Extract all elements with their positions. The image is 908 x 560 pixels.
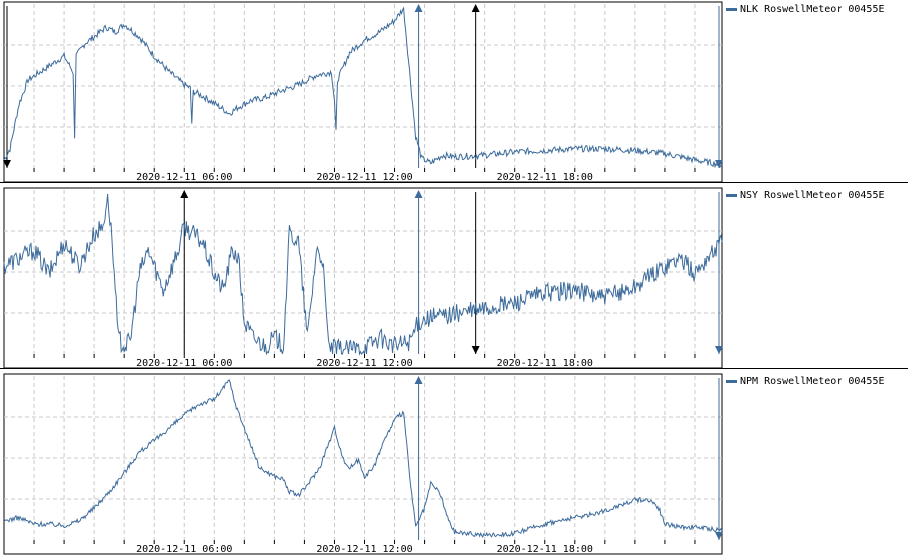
npm-marker-arrow-0 [414,376,423,384]
npm-legend: NPM RoswellMeteor 00455E [726,376,885,387]
nlk-xtick-label-2: 2020-12-11 18:00 [497,172,593,183]
nlk-legend-swatch [726,8,737,11]
nsy-plot-frame [3,187,723,369]
npm-marker-arrow-1 [714,532,723,540]
nlk-xtick-label-0: 2020-12-11 06:00 [136,172,232,183]
nsy-series-line [3,193,723,356]
nsy-legend-swatch [726,194,737,197]
nlk-legend: NLK RoswellMeteor 00455E [726,4,885,15]
npm-xtick-label-0: 2020-12-11 06:00 [136,544,232,555]
nlk-plot-frame [3,1,723,183]
npm-xtick-label-2: 2020-12-11 18:00 [497,544,593,555]
npm-legend-swatch [726,380,737,383]
nsy-xtick-label-1: 2020-12-11 12:00 [316,358,412,369]
nlk-legend-label: NLK RoswellMeteor 00455E [740,4,885,15]
nsy-chart-panel: 2020-12-11 06:00 2020-12-11 12:00 2020-12-… [0,186,908,372]
nlk-series-line [3,6,723,169]
nlk-chart-svg: 2020-12-11 06:00 2020-12-11 12:00 2020-12-… [3,1,723,183]
nlk-xtick-label-1: 2020-12-11 12:00 [316,172,412,183]
npm-xtick-label-1: 2020-12-11 12:00 [316,544,412,555]
nsy-marker-arrow-0 [180,190,189,198]
nsy-legend: NSY RoswellMeteor 00455E [726,190,885,201]
npm-legend-label: NPM RoswellMeteor 00455E [740,376,885,387]
nlk-marker-arrow-0 [3,160,12,168]
nsy-marker-arrow-1 [414,190,423,198]
nlk-marker-arrow-2 [471,4,480,12]
nlk-chart-panel: 2020-12-11 06:00 2020-12-11 12:00 2020-12-… [0,0,908,186]
npm-series-line [3,379,723,539]
nsy-xtick-label-0: 2020-12-11 06:00 [136,358,232,369]
nsy-legend-label: NSY RoswellMeteor 00455E [740,190,885,201]
panel-divider [0,368,908,369]
npm-plot-frame [3,373,723,555]
nsy-marker-arrow-3 [714,346,723,354]
nsy-xtick-label-2: 2020-12-11 18:00 [497,358,593,369]
panel-divider [0,182,908,183]
npm-chart-panel: 2020-12-11 06:00 2020-12-11 12:00 2020-12-… [0,372,908,560]
npm-chart-svg: 2020-12-11 06:00 2020-12-11 12:00 2020-12-… [3,373,723,555]
nsy-chart-svg: 2020-12-11 06:00 2020-12-11 12:00 2020-12-… [3,187,723,369]
nlk-marker-arrow-1 [414,4,423,12]
nsy-marker-arrow-2 [471,346,480,354]
